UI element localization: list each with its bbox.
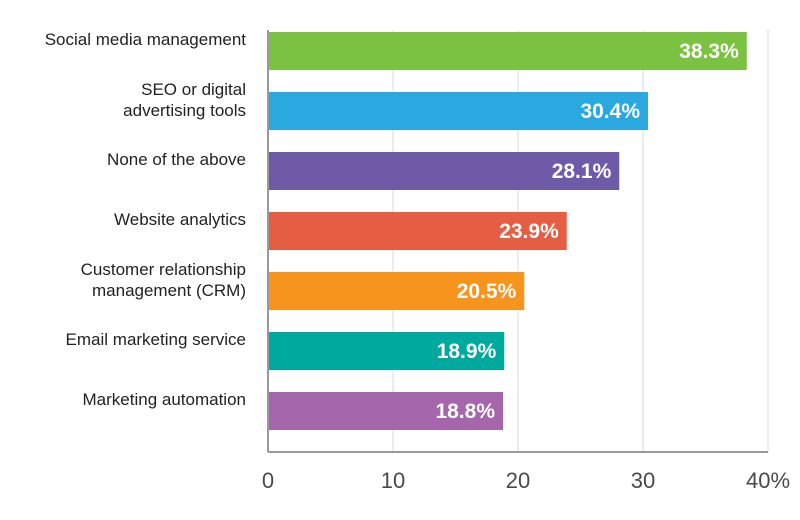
- bar-0: [268, 32, 747, 70]
- bar-value-label-6: 18.8%: [435, 400, 495, 423]
- bar-value-label-0: 38.3%: [679, 40, 739, 63]
- category-labels: Social media management SEO or digital adv…: [45, 30, 247, 409]
- axes: [267, 30, 768, 453]
- bar-value-label-5: 18.9%: [437, 340, 497, 363]
- bar-6: [268, 392, 503, 430]
- bar-value-label-2: 28.1%: [552, 160, 612, 183]
- bar-value-label-3: 23.9%: [499, 220, 559, 243]
- bar-1: [268, 92, 648, 130]
- x-tick-label-4: 40%: [746, 468, 790, 493]
- x-tick-label-1: 10: [381, 468, 405, 493]
- category-label-6: Marketing automation: [83, 390, 246, 409]
- category-label-3: Website analytics: [114, 210, 246, 229]
- bar-5: [268, 332, 505, 370]
- bar-2: [268, 152, 620, 190]
- category-label-5: Email marketing service: [66, 330, 246, 349]
- bar-4: [268, 272, 525, 310]
- category-label-0: Social media management: [45, 30, 247, 49]
- bar-3: [268, 212, 567, 250]
- bar-value-label-1: 30.4%: [580, 100, 640, 123]
- category-label-4: Customer relationship management (CRM): [81, 260, 246, 300]
- x-tick-label-0: 0: [262, 468, 274, 493]
- bars: 38.3% 30.4% 28.1% 23.9% 20.5% 18.9% 18.8%: [268, 32, 747, 430]
- category-label-2: None of the above: [107, 150, 246, 169]
- bar-value-label-4: 20.5%: [457, 280, 517, 303]
- category-label-1: SEO or digital advertising tools: [123, 80, 246, 120]
- x-tick-label-3: 30: [631, 468, 655, 493]
- x-tick-label-2: 20: [506, 468, 530, 493]
- x-tick-labels: 0 10 20 30 40%: [262, 468, 790, 493]
